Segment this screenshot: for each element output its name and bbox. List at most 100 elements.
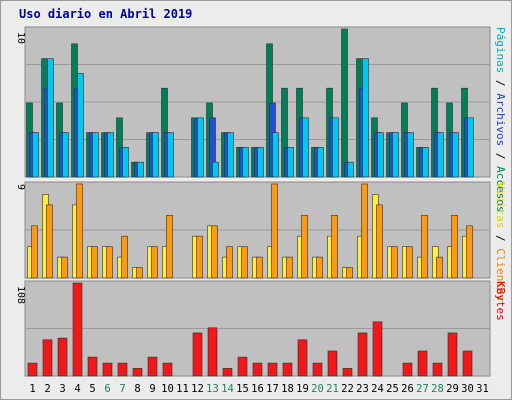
legend-separator: / [494, 73, 507, 93]
chart-panel-3: 108 KBytes [15, 280, 507, 377]
bar-p-ginas-day-25 [392, 132, 399, 178]
bar-kbytes-day-2 [42, 339, 53, 377]
legend-p-ginas: Páginas [494, 27, 507, 73]
x-tick-label-29: 29 [446, 383, 459, 395]
bar-p-ginas-day-8 [137, 161, 144, 178]
bar-p-ginas-day-27 [422, 147, 429, 178]
bar-p-ginas-day-29 [452, 132, 459, 178]
bar-p-ginas-day-20 [317, 147, 324, 178]
x-tick-label-4: 4 [74, 383, 80, 395]
x-tick-label-5: 5 [89, 383, 95, 395]
bar-clientes-day-28 [436, 256, 443, 279]
x-tick-label-9: 9 [149, 383, 155, 395]
bar-p-ginas-day-6 [107, 132, 114, 178]
bar-p-ginas-day-17 [272, 132, 279, 178]
bar-p-ginas-day-13 [212, 161, 219, 178]
bar-clientes-day-8 [136, 267, 143, 279]
x-tick-label-25: 25 [386, 383, 399, 395]
legend-separator: / [494, 146, 507, 166]
x-tick-label-31: 31 [476, 383, 489, 395]
chart-title: Uso diario en Abril 2019 [19, 7, 192, 21]
bar-clientes-day-4 [76, 183, 83, 279]
x-tick-label-12: 12 [191, 383, 204, 395]
bar-clientes-day-26 [406, 246, 413, 279]
axis-max-label: 10 [15, 32, 26, 44]
bar-p-ginas-day-19 [302, 117, 309, 178]
x-tick-label-24: 24 [371, 383, 384, 395]
x-tick-label-20: 20 [311, 383, 324, 395]
bar-clientes-day-24 [376, 204, 383, 279]
x-axis-labels: 1 2 3 4 5 6 7 8 9 10 11 12 13 14 15 16 17 18 19 20 21 22 23 24 2… [29, 383, 488, 395]
bar-kbytes-day-3 [57, 337, 68, 377]
bar-kbytes-day-30 [462, 350, 473, 377]
bar-kbytes-day-27 [417, 350, 428, 377]
bar-clientes-day-20 [316, 256, 323, 279]
x-tick-label-3: 3 [59, 383, 65, 395]
bar-p-ginas-day-21 [332, 117, 339, 178]
bar-p-ginas-day-4 [77, 73, 84, 178]
bar-kbytes-day-28 [432, 362, 443, 377]
legend-kbytes: KBytes [494, 281, 507, 321]
bar-clientes-day-1 [31, 225, 38, 279]
bar-clientes-day-7 [121, 235, 128, 279]
bar-accesos-day-22 [341, 28, 348, 178]
bar-kbytes-day-24 [372, 321, 383, 377]
bar-clientes-day-2 [46, 204, 53, 279]
bar-kbytes-day-6 [102, 362, 113, 377]
bar-clientes-day-22 [346, 267, 353, 279]
bar-clientes-day-15 [241, 246, 248, 279]
bar-clientes-day-30 [466, 225, 473, 279]
bar-kbytes-day-13 [207, 327, 218, 377]
bar-clientes-day-16 [256, 256, 263, 279]
legend-separator: / [494, 228, 507, 248]
bar-kbytes-day-15 [237, 356, 248, 377]
x-tick-label-17: 17 [266, 383, 279, 395]
bar-kbytes-day-14 [222, 367, 233, 377]
bar-kbytes-day-29 [447, 332, 458, 377]
bar-clientes-day-18 [286, 256, 293, 279]
chart-panel-2: 9 Visitas / Clientes [15, 181, 507, 301]
x-tick-label-30: 30 [461, 383, 474, 395]
bar-p-ginas-day-16 [257, 147, 264, 178]
bar-kbytes-day-4 [72, 282, 83, 377]
x-tick-label-19: 19 [296, 383, 309, 395]
bar-clientes-day-9 [151, 246, 158, 279]
x-tick-label-15: 15 [236, 383, 249, 395]
bar-kbytes-day-19 [297, 339, 308, 377]
x-tick-label-23: 23 [356, 383, 369, 395]
bar-kbytes-day-23 [357, 332, 368, 377]
bar-kbytes-day-7 [117, 362, 128, 377]
bar-kbytes-day-18 [282, 362, 293, 377]
bar-p-ginas-day-3 [62, 132, 69, 178]
bar-p-ginas-day-24 [377, 132, 384, 178]
axis-max-label: 108 [15, 286, 26, 304]
bar-p-ginas-day-22 [347, 161, 354, 178]
bar-kbytes-day-8 [132, 367, 143, 377]
x-tick-label-27: 27 [416, 383, 429, 395]
bar-p-ginas-day-9 [152, 132, 159, 178]
legend-accesos: Accesos [494, 166, 507, 212]
bar-p-ginas-day-23 [362, 58, 369, 178]
bar-clientes-day-10 [166, 215, 173, 279]
x-tick-label-18: 18 [281, 383, 294, 395]
axis-max-label: 9 [15, 184, 26, 190]
x-tick-label-7: 7 [119, 383, 125, 395]
x-tick-label-10: 10 [161, 383, 174, 395]
bar-p-ginas-day-28 [437, 132, 444, 178]
bar-clientes-day-21 [331, 215, 338, 279]
x-tick-label-1: 1 [29, 383, 35, 395]
bar-p-ginas-day-7 [122, 147, 129, 178]
bar-kbytes-day-20 [312, 362, 323, 377]
bar-clientes-day-29 [451, 215, 458, 279]
bar-kbytes-day-17 [267, 362, 278, 377]
bar-p-ginas-day-2 [47, 58, 54, 178]
x-tick-label-16: 16 [251, 383, 264, 395]
bar-p-ginas-day-12 [197, 117, 204, 178]
right-legend: Visitas / Clientes [494, 182, 507, 301]
bar-clientes-day-3 [61, 256, 68, 279]
legend-archivos: Archivos [494, 93, 507, 146]
bar-kbytes-day-21 [327, 350, 338, 377]
bar-clientes-day-5 [91, 246, 98, 279]
bar-kbytes-day-9 [147, 356, 158, 377]
